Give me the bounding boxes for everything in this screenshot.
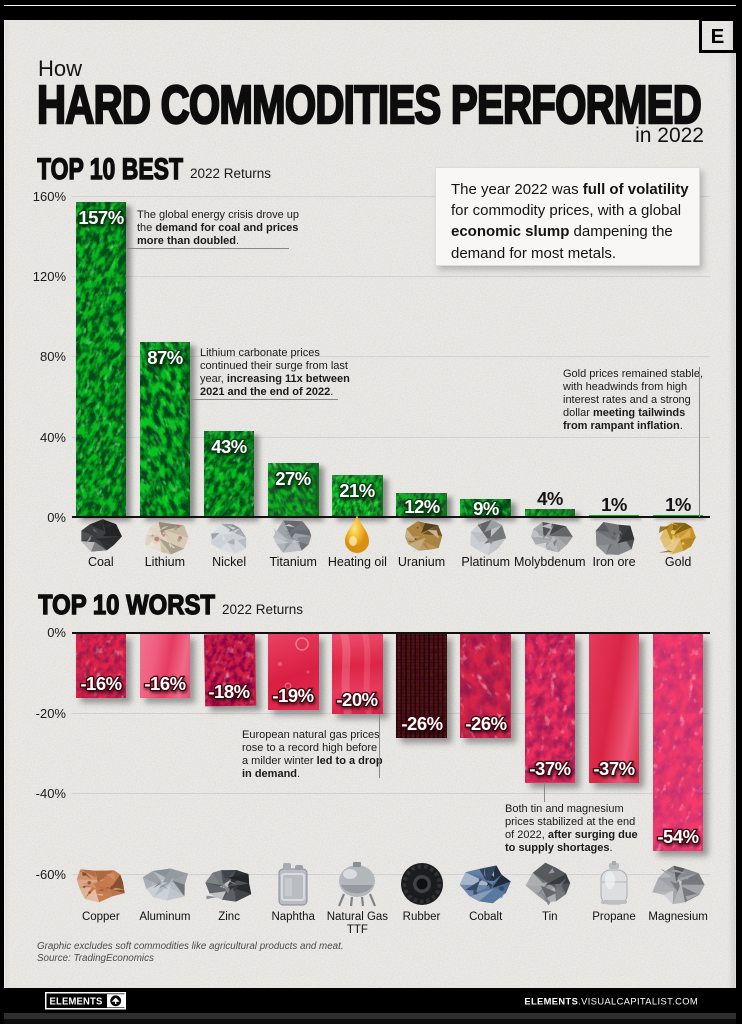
svg-text:-18%: -18%	[208, 681, 249, 702]
svg-text:in 2022: in 2022	[635, 124, 704, 147]
svg-text:-19%: -19%	[273, 685, 314, 706]
svg-text:87%: 87%	[147, 347, 183, 368]
svg-text:1%: 1%	[665, 494, 691, 515]
svg-text:TOP 10 BEST: TOP 10 BEST	[37, 154, 183, 186]
svg-text:-26%: -26%	[465, 713, 506, 734]
svg-text:ELEMENTS.VISUALCAPITALIST.COM: ELEMENTS.VISUALCAPITALIST.COM	[524, 997, 698, 1007]
svg-text:HARD COMMODITIES PERFORMED: HARD COMMODITIES PERFORMED	[37, 80, 701, 130]
svg-text:ELEMENTS: ELEMENTS	[50, 997, 103, 1008]
svg-text:-16%: -16%	[80, 673, 121, 694]
svg-text:How: How	[38, 57, 82, 81]
svg-text:21%: 21%	[340, 480, 376, 501]
svg-text:-54%: -54%	[657, 826, 698, 847]
svg-text:-26%: -26%	[401, 713, 442, 734]
svg-text:1%: 1%	[601, 494, 627, 515]
svg-text:-16%: -16%	[144, 673, 185, 694]
svg-text:-37%: -37%	[593, 758, 634, 779]
svg-text:157%: 157%	[78, 207, 123, 228]
svg-text:43%: 43%	[211, 436, 247, 457]
svg-text:E: E	[711, 25, 725, 48]
svg-text:-37%: -37%	[529, 758, 570, 779]
svg-text:27%: 27%	[275, 468, 311, 489]
svg-text:TOP 10 WORST: TOP 10 WORST	[38, 591, 215, 620]
svg-text:-20%: -20%	[337, 689, 378, 710]
svg-text:4%: 4%	[537, 488, 563, 509]
svg-text:9%: 9%	[473, 498, 499, 519]
svg-text:12%: 12%	[404, 496, 440, 517]
